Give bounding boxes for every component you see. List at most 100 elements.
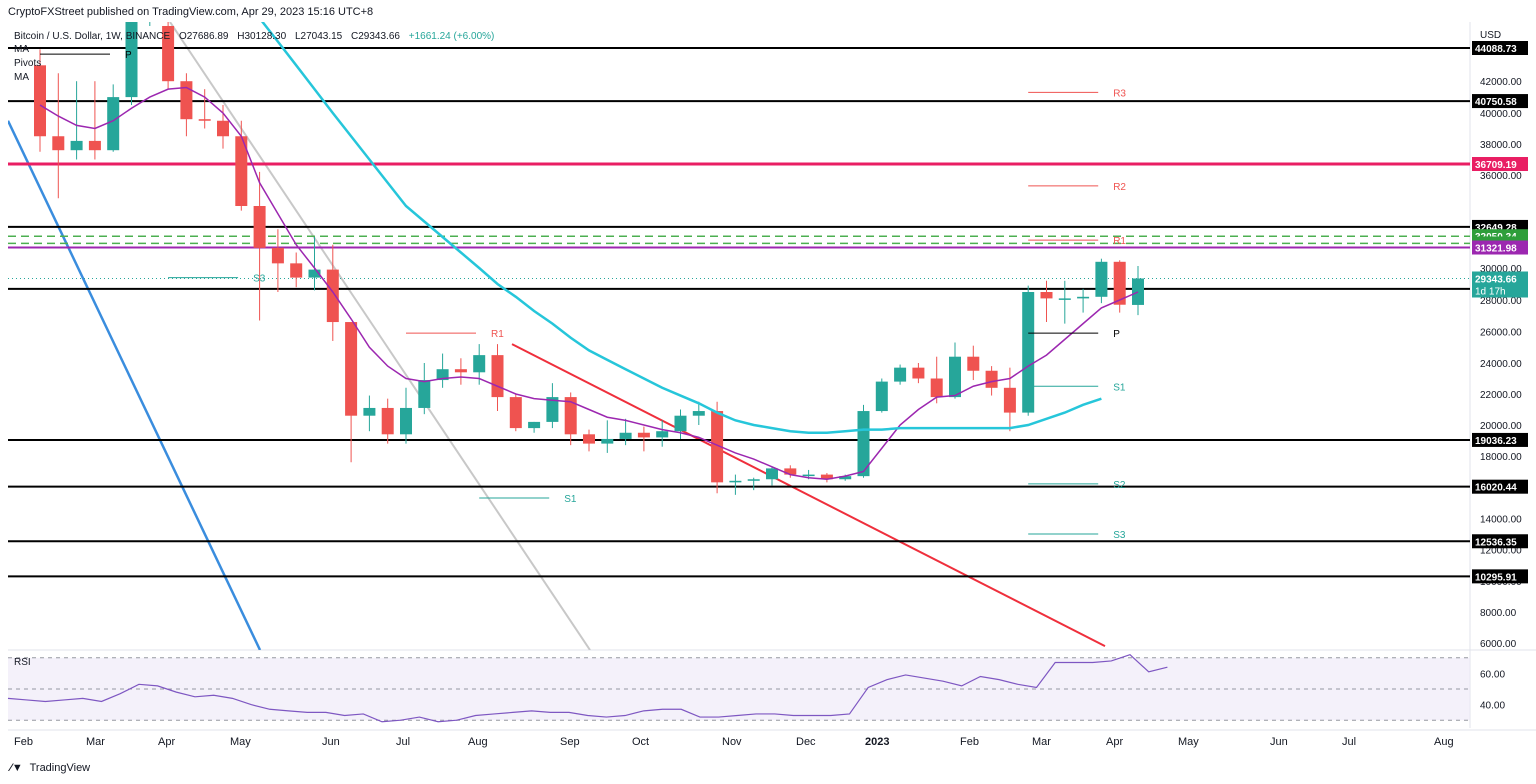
- candle-body: [839, 476, 852, 480]
- trendline-red: [511, 343, 1106, 647]
- x-tick-label: Apr: [1106, 736, 1123, 748]
- y-tick-label: 8000.00: [1480, 608, 1517, 619]
- tradingview-logo-icon: ⁄▼: [10, 762, 23, 774]
- pivot-label: S1: [1113, 382, 1126, 393]
- current-price-tag: [1472, 271, 1528, 298]
- indicator-ma-2[interactable]: MA: [14, 72, 29, 83]
- candle-body: [674, 415, 687, 432]
- price-level-label: 44088.73: [1475, 44, 1517, 55]
- open-value: O27686.89: [178, 31, 229, 42]
- candle-body: [711, 411, 724, 483]
- candle-body: [967, 356, 980, 371]
- candle-body: [217, 120, 229, 137]
- candle-body: [546, 397, 559, 422]
- candle-body: [436, 369, 449, 381]
- pivot-label: R1: [491, 329, 504, 340]
- symbol-label: Bitcoin / U.S. Dollar, 1W, BINANCE: [14, 31, 171, 42]
- x-tick-label: Sep: [560, 736, 580, 748]
- candle-body: [1003, 387, 1016, 413]
- x-tick-label: Aug: [1434, 736, 1454, 748]
- pivot-label: S2: [1113, 480, 1126, 491]
- pivot-label: R3: [1113, 88, 1126, 99]
- candle-body: [345, 322, 358, 416]
- candle-body: [198, 119, 211, 121]
- candle-body: [802, 474, 815, 477]
- y-tick-label: 12000.00: [1480, 546, 1522, 557]
- candle-body: [1058, 298, 1071, 300]
- candle-body: [180, 81, 193, 120]
- rsi-tick-label: 60.00: [1480, 669, 1505, 680]
- candle-body: [271, 247, 284, 264]
- candle-body: [363, 407, 376, 416]
- candle-body: [564, 397, 577, 435]
- trendline-gray: [169, 22, 591, 650]
- candle-body: [949, 356, 961, 398]
- y-tick-label: 22000.00: [1480, 390, 1522, 401]
- y-tick-label: 6000.00: [1480, 639, 1517, 650]
- candle-body: [747, 479, 760, 481]
- y-tick-label: 36000.00: [1480, 171, 1522, 182]
- candle-body: [1040, 292, 1053, 299]
- candle-body: [619, 432, 632, 439]
- footer: ⁄▼ TradingView: [10, 762, 90, 774]
- x-tick-label: Aug: [468, 736, 488, 748]
- candle-body: [930, 378, 943, 398]
- x-tick-label: Oct: [632, 736, 649, 748]
- candle-body: [766, 468, 778, 480]
- price-level-label: 10295.91: [1475, 572, 1517, 583]
- candle-body: [162, 25, 175, 82]
- x-tick-label: Jun: [1270, 736, 1288, 748]
- candle-body: [784, 468, 797, 475]
- x-tick-label: May: [230, 736, 251, 748]
- y-tick-label: 26000.00: [1480, 328, 1522, 339]
- pivot-label: S1: [564, 494, 577, 505]
- price-level-label: 36709.19: [1475, 160, 1517, 171]
- pivot-label: P: [1113, 329, 1120, 340]
- x-tick-label: Mar: [1032, 736, 1051, 748]
- x-tick-label: Mar: [86, 736, 105, 748]
- price-level-tag: [1472, 41, 1528, 55]
- candle-body: [107, 97, 120, 151]
- moving-average-line: [39, 86, 1139, 481]
- candle-body: [1095, 261, 1108, 297]
- y-tick-label: 18000.00: [1480, 452, 1522, 463]
- price-level-tag: [1472, 479, 1528, 494]
- y-tick-label: 28000.00: [1480, 296, 1522, 307]
- candle-body: [326, 269, 339, 323]
- price-level-tag: [1472, 569, 1528, 584]
- candle-body: [253, 206, 266, 248]
- chart-legend: Bitcoin / U.S. Dollar, 1W, BINANCE O2768…: [14, 30, 494, 44]
- price-level-label: 19036.23: [1475, 436, 1517, 447]
- rsi-label: RSI: [14, 657, 31, 668]
- pivot-label: S3: [1113, 530, 1126, 541]
- y-tick-label: 40000.00: [1480, 109, 1522, 120]
- indicator-ma[interactable]: MA: [14, 44, 29, 55]
- x-tick-label: Jun: [322, 736, 340, 748]
- y-tick-label: 30000.00: [1480, 264, 1522, 275]
- price-level-label: 40750.58: [1475, 97, 1517, 108]
- candle-body: [528, 421, 541, 429]
- candle-body: [1077, 296, 1090, 299]
- price-level-tag: [1472, 240, 1528, 255]
- x-tick-label: Feb: [960, 736, 979, 748]
- pivot-label: P: [125, 50, 132, 61]
- candle-body: [88, 140, 101, 151]
- pivot-label: R1: [1113, 236, 1126, 247]
- price-level-tag: [1472, 534, 1528, 549]
- price-level-label: 31321.98: [1475, 244, 1517, 255]
- candle-body: [235, 136, 248, 206]
- candle-body: [820, 474, 833, 480]
- price-level-tag: [1472, 94, 1528, 109]
- price-level-label: 32649.28: [1475, 223, 1517, 234]
- y-tick-label: 24000.00: [1480, 359, 1522, 370]
- candle-body: [692, 411, 705, 416]
- countdown-label: 1d 17h: [1475, 287, 1506, 298]
- candle-body: [583, 434, 595, 444]
- candle-body: [857, 411, 870, 477]
- candle-body: [381, 407, 394, 435]
- rsi-line: [7, 653, 1168, 723]
- indicator-pivots[interactable]: Pivots: [14, 58, 42, 69]
- candle-body: [729, 480, 742, 483]
- current-price-label: 29343.66: [1475, 275, 1517, 286]
